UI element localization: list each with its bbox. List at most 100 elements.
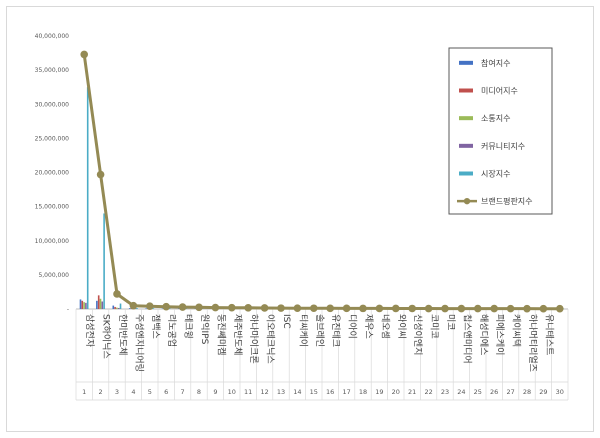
point-브랜드평판지수	[375, 304, 384, 313]
point-브랜드평판지수	[178, 303, 187, 311]
category-index: 2	[99, 388, 103, 396]
legend-swatch	[459, 88, 473, 93]
legend-swatch	[459, 60, 473, 65]
category-label: 유니테스트	[543, 314, 554, 355]
category-index: 4	[131, 388, 135, 396]
bar-시장지수	[185, 308, 187, 309]
point-브랜드평판지수	[260, 304, 269, 312]
legend-swatch	[459, 143, 473, 148]
category-index: 16	[326, 388, 334, 396]
category-index: 25	[474, 388, 482, 396]
point-브랜드평판지수	[80, 50, 88, 59]
legend-swatch-marker	[463, 197, 471, 205]
category-label: SK하이닉스	[101, 314, 112, 359]
y-tick-label: -	[67, 306, 69, 313]
category-index: 23	[441, 388, 449, 396]
point-브랜드평판지수	[408, 304, 417, 313]
point-브랜드평판지수	[277, 304, 285, 312]
bar-미디어지수	[97, 295, 100, 309]
bar-커뮤니티지수	[85, 302, 87, 309]
label-layer: 삼성전자 1 SK하이닉스 2 한미반도체 3 주성엔지니어링 4 젬백스 5 리노공업 6 테크윙 7 원…	[82, 314, 564, 396]
category-label: 이오테크닉스	[265, 314, 276, 364]
bar-미디어지수	[81, 300, 84, 309]
category-label: 주성엔지니어링	[133, 314, 145, 372]
category-label: 피에스케이	[494, 314, 505, 355]
category-label: 하나마이크론	[248, 314, 259, 364]
point-브랜드평판지수	[293, 304, 302, 312]
category-index: 17	[342, 388, 350, 396]
category-label: 칩스앤미디어	[461, 314, 472, 364]
point-브랜드평판지수	[359, 304, 367, 313]
point-브랜드평판지수	[228, 303, 236, 312]
point-브랜드평판지수	[244, 304, 252, 312]
legend-label: 커뮤니티지수	[481, 141, 525, 151]
point-브랜드평판지수	[342, 304, 351, 313]
point-브랜드평판지수	[392, 304, 400, 313]
category-index: 26	[490, 388, 498, 396]
category-label: 티씨케이	[297, 314, 308, 347]
bar-시장지수	[119, 303, 122, 309]
bar-시장지수	[86, 87, 89, 309]
bar-시장지수	[103, 213, 105, 309]
bar-커뮤니티지수	[117, 307, 120, 309]
bar-시장지수	[152, 308, 155, 309]
category-index: 12	[260, 388, 268, 396]
category-label: 삼성전자	[84, 314, 95, 348]
category-label: 테크윙	[183, 314, 194, 339]
category-index: 28	[523, 388, 531, 396]
category-label: 신성이엔지	[412, 314, 423, 355]
category-index: 18	[359, 388, 367, 396]
category-label: 리노공업	[166, 314, 177, 347]
point-브랜드평판지수	[211, 303, 220, 312]
point-브랜드평판지수	[146, 302, 154, 311]
category-index: 15	[310, 388, 318, 396]
bar-참여지수	[145, 308, 147, 309]
category-label: 제주반도체	[232, 314, 243, 355]
category-index: 19	[375, 388, 383, 396]
point-브랜드평판지수	[326, 304, 335, 313]
category-index: 5	[148, 388, 152, 396]
category-label: 동진쎄미켐	[215, 314, 227, 355]
line-layer	[80, 50, 564, 313]
point-브랜드평판지수	[506, 304, 515, 313]
category-index: 20	[392, 388, 400, 396]
bar-소통지수	[99, 298, 102, 309]
category-index: 21	[408, 388, 416, 396]
bar-시장지수	[168, 308, 171, 309]
bar-참여지수	[112, 305, 115, 309]
point-브랜드평판지수	[556, 304, 564, 313]
bar-시장지수	[136, 307, 138, 309]
category-label: 네오셈	[379, 314, 390, 339]
category-label: 젬백스	[150, 314, 161, 339]
y-tick-label: 20,000,000	[35, 170, 70, 177]
category-index: 1	[82, 388, 86, 396]
category-index: 29	[539, 388, 547, 396]
category-label: ISC	[281, 314, 291, 329]
bar-소통지수	[83, 302, 85, 309]
legend-label: 소통지수	[481, 114, 510, 123]
bar-미디어지수	[114, 306, 116, 309]
y-tick-label: 15,000,000	[35, 204, 70, 211]
point-브랜드평판지수	[474, 304, 482, 313]
category-index: 7	[181, 388, 185, 396]
y-tick-label: 30,000,000	[35, 101, 70, 108]
category-index: 9	[213, 388, 217, 396]
bar-커뮤니티지수	[101, 301, 104, 309]
y-tick-label: 40,000,000	[35, 33, 70, 40]
category-index: 8	[197, 388, 201, 396]
category-label: 한미반도체	[117, 314, 128, 355]
legend-swatch	[459, 171, 473, 176]
category-index: 13	[277, 388, 285, 396]
category-label: 솔브레인	[314, 314, 325, 347]
point-브랜드평판지수	[523, 304, 531, 313]
point-브랜드평판지수	[113, 290, 121, 298]
y-tick-label: 10,000,000	[35, 238, 70, 245]
category-index: 24	[457, 388, 465, 396]
point-브랜드평판지수	[96, 170, 105, 179]
legend-label: 미디어지수	[481, 86, 518, 96]
category-index: 27	[506, 388, 514, 396]
y-tick-label: 25,000,000	[35, 135, 70, 142]
category-label: 유진테크	[330, 314, 341, 347]
bar-소통지수	[116, 307, 118, 309]
